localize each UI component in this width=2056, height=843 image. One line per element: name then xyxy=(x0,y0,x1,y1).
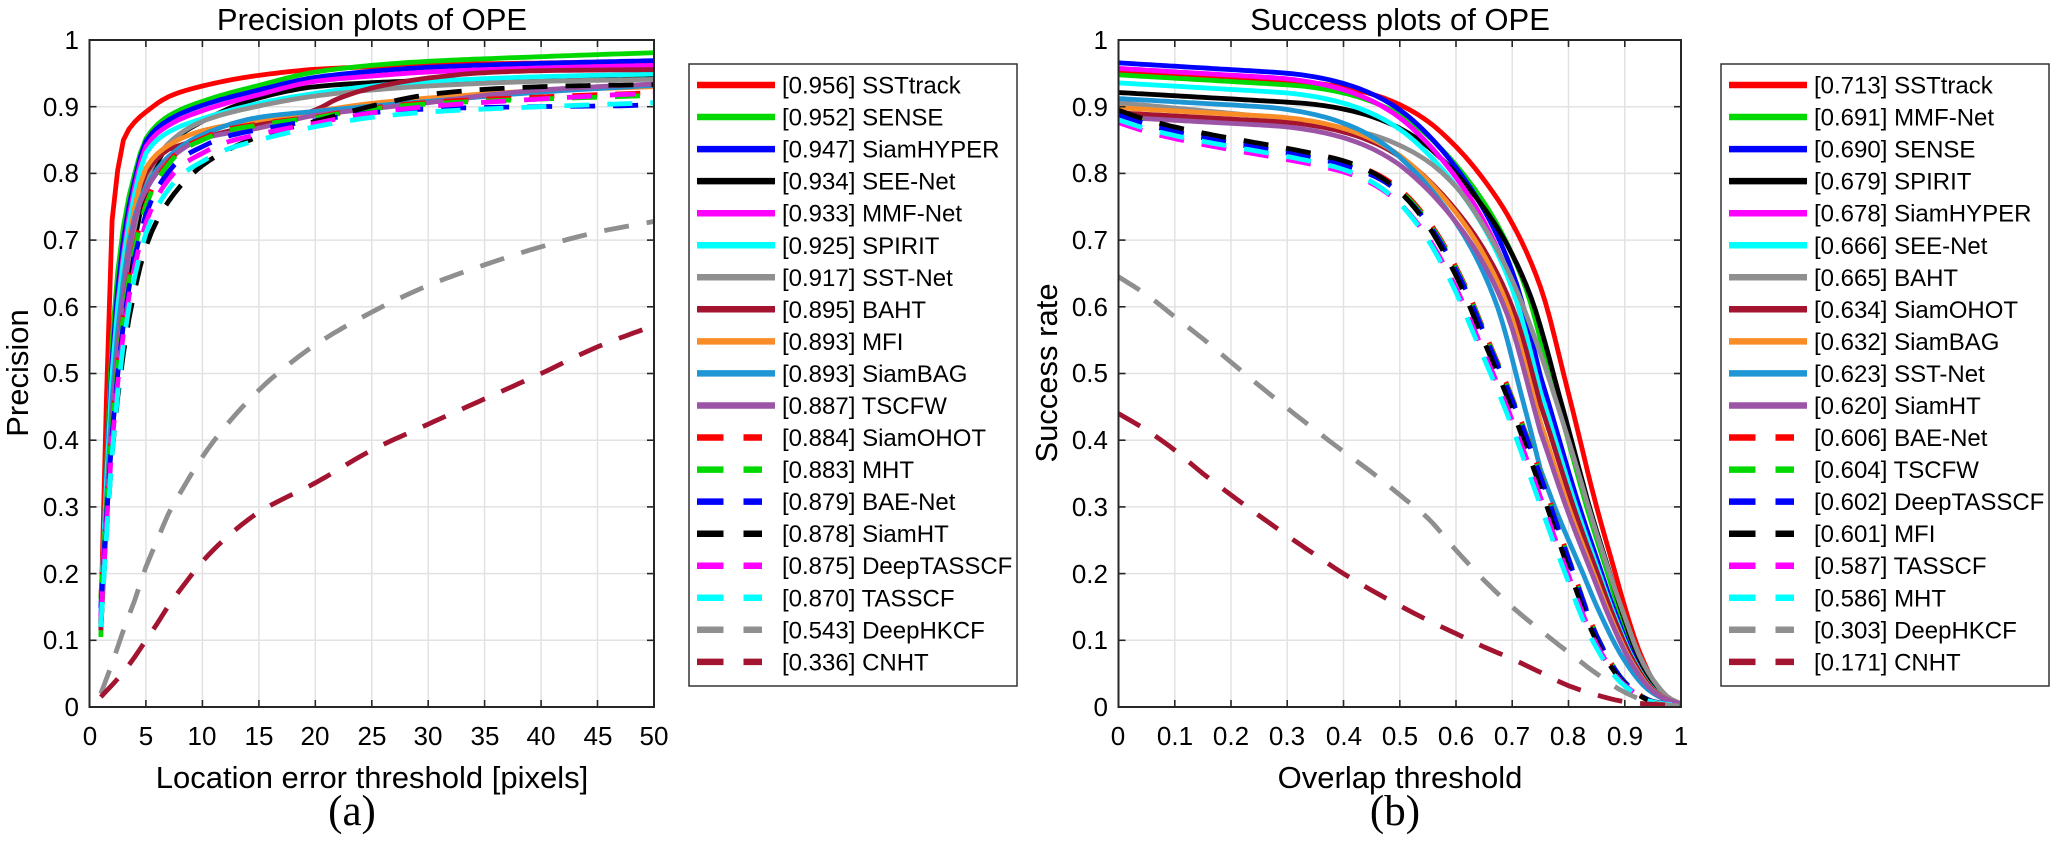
svg-text:[0.171] CNHT: [0.171] CNHT xyxy=(1814,649,1961,676)
svg-text:[0.604] TSCFW: [0.604] TSCFW xyxy=(1814,457,1979,484)
svg-text:0.4: 0.4 xyxy=(1326,721,1362,751)
svg-text:[0.917] SST-Net: [0.917] SST-Net xyxy=(782,265,953,292)
svg-text:15: 15 xyxy=(245,721,274,751)
svg-text:0.2: 0.2 xyxy=(43,559,79,589)
svg-text:0.9: 0.9 xyxy=(1072,92,1108,122)
svg-text:Success rate: Success rate xyxy=(1029,283,1064,462)
svg-text:Precision: Precision xyxy=(0,309,35,437)
svg-text:[0.632] SiamBAG: [0.632] SiamBAG xyxy=(1814,329,1999,356)
svg-text:[0.879] BAE-Net: [0.879] BAE-Net xyxy=(782,489,956,516)
svg-text:[0.586] MHT: [0.586] MHT xyxy=(1814,585,1946,612)
svg-text:0.2: 0.2 xyxy=(1213,721,1249,751)
svg-text:0.6: 0.6 xyxy=(43,292,79,322)
svg-text:35: 35 xyxy=(471,721,500,751)
svg-text:0.9: 0.9 xyxy=(1607,721,1643,751)
svg-text:[0.947] SiamHYPER: [0.947] SiamHYPER xyxy=(782,137,999,164)
svg-text:0: 0 xyxy=(65,692,79,722)
svg-text:Success plots of OPE: Success plots of OPE xyxy=(1250,2,1550,37)
svg-text:[0.952] SENSE: [0.952] SENSE xyxy=(782,105,943,132)
svg-text:[0.893] SiamBAG: [0.893] SiamBAG xyxy=(782,361,967,388)
svg-text:0.8: 0.8 xyxy=(43,158,79,188)
svg-text:0.1: 0.1 xyxy=(1157,721,1193,751)
svg-text:0.7: 0.7 xyxy=(43,225,79,255)
svg-text:[0.336] CNHT: [0.336] CNHT xyxy=(782,649,929,676)
svg-text:0: 0 xyxy=(83,721,97,751)
svg-text:[0.933] MMF-Net: [0.933] MMF-Net xyxy=(782,201,962,228)
svg-text:[0.690] SENSE: [0.690] SENSE xyxy=(1814,137,1975,164)
svg-text:[0.925] SPIRIT: [0.925] SPIRIT xyxy=(782,233,940,260)
svg-text:[0.883] MHT: [0.883] MHT xyxy=(782,457,914,484)
svg-text:[0.587] TASSCF: [0.587] TASSCF xyxy=(1814,553,1987,580)
svg-text:0.4: 0.4 xyxy=(43,425,79,455)
svg-text:40: 40 xyxy=(527,721,556,751)
svg-text:0.3: 0.3 xyxy=(1269,721,1305,751)
svg-text:1: 1 xyxy=(1094,25,1108,55)
svg-text:0: 0 xyxy=(1111,721,1125,751)
svg-text:1: 1 xyxy=(65,25,79,55)
svg-text:30: 30 xyxy=(414,721,443,751)
svg-text:0.6: 0.6 xyxy=(1438,721,1474,751)
svg-text:[0.713] SSTtrack: [0.713] SSTtrack xyxy=(1814,73,1994,100)
svg-text:[0.602] DeepTASSCF: [0.602] DeepTASSCF xyxy=(1814,489,2044,516)
svg-text:[0.878] SiamHT: [0.878] SiamHT xyxy=(782,521,949,548)
svg-text:[0.893] MFI: [0.893] MFI xyxy=(782,329,903,356)
svg-text:[0.884] SiamOHOT: [0.884] SiamOHOT xyxy=(782,425,986,452)
svg-text:0.7: 0.7 xyxy=(1494,721,1530,751)
svg-text:[0.601] MFI: [0.601] MFI xyxy=(1814,521,1935,548)
svg-text:0.3: 0.3 xyxy=(43,492,79,522)
svg-text:10: 10 xyxy=(188,721,217,751)
svg-text:25: 25 xyxy=(358,721,387,751)
svg-text:[0.620] SiamHT: [0.620] SiamHT xyxy=(1814,393,1981,420)
svg-text:0.5: 0.5 xyxy=(1072,358,1108,388)
svg-text:0.1: 0.1 xyxy=(43,625,79,655)
svg-text:Location error threshold [pixe: Location error threshold [pixels] xyxy=(156,760,589,795)
svg-text:[0.678] SiamHYPER: [0.678] SiamHYPER xyxy=(1814,201,2031,228)
svg-text:0.9: 0.9 xyxy=(43,92,79,122)
svg-text:0.4: 0.4 xyxy=(1072,425,1108,455)
svg-text:[0.665] BAHT: [0.665] BAHT xyxy=(1814,265,1958,292)
svg-text:[0.679] SPIRIT: [0.679] SPIRIT xyxy=(1814,169,1972,196)
svg-text:[0.895] BAHT: [0.895] BAHT xyxy=(782,297,926,324)
svg-text:0.2: 0.2 xyxy=(1072,559,1108,589)
svg-text:[0.543] DeepHKCF: [0.543] DeepHKCF xyxy=(782,617,985,644)
svg-text:20: 20 xyxy=(301,721,330,751)
svg-text:0.3: 0.3 xyxy=(1072,492,1108,522)
svg-text:[0.887] TSCFW: [0.887] TSCFW xyxy=(782,393,947,420)
svg-text:1: 1 xyxy=(1674,721,1688,751)
svg-text:0.1: 0.1 xyxy=(1072,625,1108,655)
svg-text:(b): (b) xyxy=(1370,788,1420,835)
svg-text:0.7: 0.7 xyxy=(1072,225,1108,255)
svg-text:5: 5 xyxy=(139,721,153,751)
svg-text:[0.934] SEE-Net: [0.934] SEE-Net xyxy=(782,169,956,196)
svg-text:[0.956] SSTtrack: [0.956] SSTtrack xyxy=(782,73,962,100)
svg-text:[0.875] DeepTASSCF: [0.875] DeepTASSCF xyxy=(782,553,1012,580)
svg-text:Precision plots of OPE: Precision plots of OPE xyxy=(217,2,527,37)
svg-text:Overlap threshold: Overlap threshold xyxy=(1278,760,1523,795)
svg-text:0.6: 0.6 xyxy=(1072,292,1108,322)
svg-text:[0.623] SST-Net: [0.623] SST-Net xyxy=(1814,361,1985,388)
svg-text:[0.303] DeepHKCF: [0.303] DeepHKCF xyxy=(1814,617,2017,644)
svg-text:0.8: 0.8 xyxy=(1072,158,1108,188)
svg-text:[0.666] SEE-Net: [0.666] SEE-Net xyxy=(1814,233,1988,260)
svg-text:[0.634] SiamOHOT: [0.634] SiamOHOT xyxy=(1814,297,2018,324)
svg-text:45: 45 xyxy=(584,721,613,751)
svg-text:0.5: 0.5 xyxy=(1382,721,1418,751)
svg-text:[0.691] MMF-Net: [0.691] MMF-Net xyxy=(1814,105,1994,132)
svg-text:0: 0 xyxy=(1094,692,1108,722)
svg-text:50: 50 xyxy=(640,721,669,751)
svg-text:0.8: 0.8 xyxy=(1550,721,1586,751)
svg-text:[0.606] BAE-Net: [0.606] BAE-Net xyxy=(1814,425,1988,452)
svg-text:[0.870] TASSCF: [0.870] TASSCF xyxy=(782,585,955,612)
svg-text:0.5: 0.5 xyxy=(43,358,79,388)
svg-text:(a): (a) xyxy=(328,788,376,835)
